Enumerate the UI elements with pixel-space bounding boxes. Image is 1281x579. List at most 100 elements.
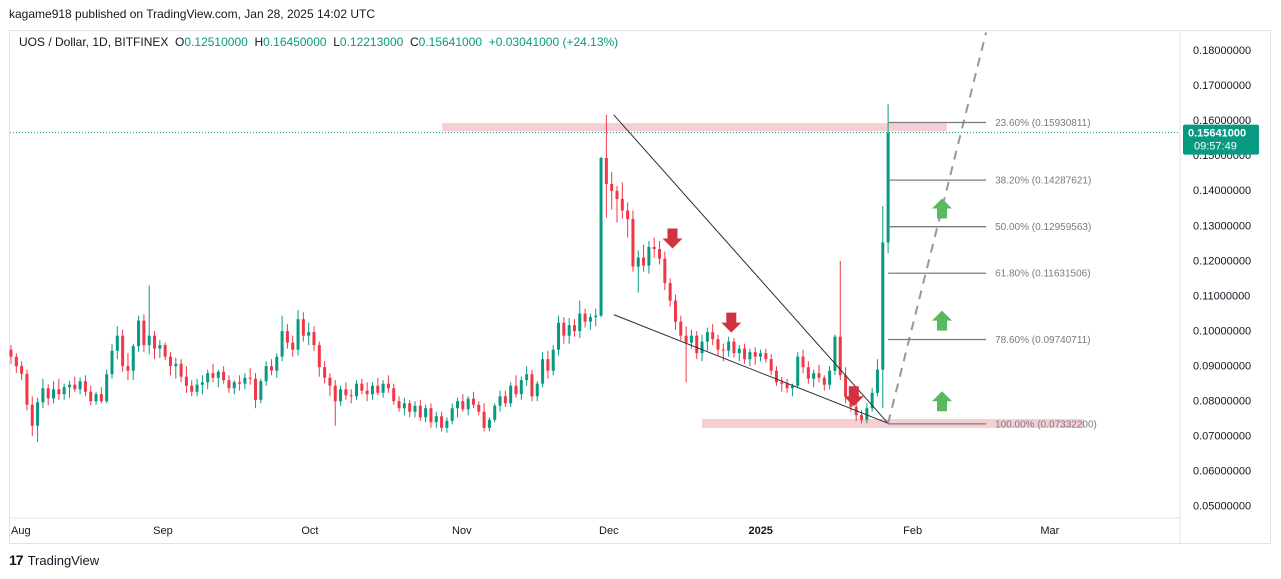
candle-body [142,320,146,346]
wedge-lower-line [613,314,889,424]
candle-body [535,383,539,397]
candle-body [801,356,805,368]
high-value: 0.16450000 [263,35,327,49]
y-tick-label: 0.17000000 [1193,80,1251,92]
projection-dashed-line [887,32,988,424]
candle-body [700,341,704,354]
candle-body [631,218,635,267]
candle-body [89,391,93,402]
candle-body [41,388,45,403]
candle-body [487,419,491,428]
chart-frame [9,30,1271,544]
candle-body [402,403,406,409]
y-tick-label: 0.09000000 [1193,360,1251,372]
candle-body [615,190,619,199]
tradingview-footer[interactable]: 17 TradingView [9,552,99,568]
candle-body [838,336,842,376]
candle-body [328,377,332,386]
candle-body [62,387,66,395]
candle-body [115,335,119,351]
x-tick-label: Mar [1040,525,1059,537]
candle-body [36,402,40,426]
candle-body [626,210,630,219]
high-label: H [254,35,264,49]
close-label: C [409,35,419,49]
candle-body [695,335,699,354]
candle-body [530,374,534,397]
candle-body [121,335,125,367]
candle-body [610,183,614,191]
fib-level-label: 23.60% (0.15930811) [995,118,1090,129]
candle-body [94,394,98,402]
arrow-up-icon [932,391,952,412]
open-label: O [175,35,185,49]
candle-body [126,366,130,371]
candle-body [636,257,640,267]
candle-body [796,356,800,386]
candle-body [812,373,816,379]
fib-level-label: 61.80% (0.11631506) [995,269,1090,280]
candle-body [716,339,720,350]
candle-body [881,242,885,370]
candle-body [833,336,837,371]
candle-body [168,356,172,367]
candle-body [743,348,747,360]
candle-body [817,373,821,378]
y-tick-label: 0.13000000 [1193,220,1251,232]
candle-body [684,335,688,343]
candle-body [333,385,337,402]
tradingview-logo-icon: 17 [9,552,24,568]
ohlc-legend: UOS / Dollar, 1D, BITFINEX O0.12510000 H… [19,35,618,49]
candle-body [285,331,289,343]
y-tick-label: 0.11000000 [1193,290,1250,302]
x-tick-label: Aug [11,525,31,537]
candle-body [583,313,587,322]
candle-body [323,367,327,378]
candle-body [503,396,507,404]
candle-body [376,385,380,393]
y-tick-label: 0.14000000 [1193,185,1251,197]
candle-body [721,349,725,351]
candle-body [456,401,460,409]
y-tick-label: 0.12000000 [1193,255,1251,267]
symbol-label[interactable]: UOS / Dollar, 1D, BITFINEX [19,35,169,49]
candle-body [727,341,731,351]
candle-body [317,345,321,368]
candle-body [296,319,300,350]
candle-body [450,408,454,421]
candle-body [158,345,162,349]
brand-name: TradingView [27,552,100,568]
candle-body [232,382,236,389]
last-price-countdown: 09:57:49 [1194,141,1237,153]
x-tick-label: Sep [153,525,173,537]
candle-body [471,398,475,405]
candle-body [870,392,874,409]
candle-body [413,405,417,412]
candle-body [397,401,401,409]
candle-body [163,345,167,357]
candle-body [254,378,258,400]
candle-body [301,319,305,336]
candle-body [153,335,157,349]
candle-body [525,374,529,381]
y-tick-label: 0.10000000 [1193,325,1251,337]
candle-body [248,377,252,379]
candle-body [339,389,343,402]
candle-body [482,411,486,428]
candle-body [541,359,545,384]
low-label: L [333,35,340,49]
candle-body [408,403,412,412]
last-price-value: 0.15641000 [1188,128,1246,140]
wedge-upper-line [613,114,889,424]
y-tick-label: 0.16000000 [1193,115,1251,127]
candle-body [360,383,364,391]
candle-body [886,132,890,243]
candle-body [424,408,428,418]
candle-body [349,395,353,397]
candle-body [57,389,61,395]
candle-body [110,350,114,375]
open-value: 0.12510000 [184,35,248,49]
candle-body [312,332,316,346]
candle-body [461,401,465,410]
